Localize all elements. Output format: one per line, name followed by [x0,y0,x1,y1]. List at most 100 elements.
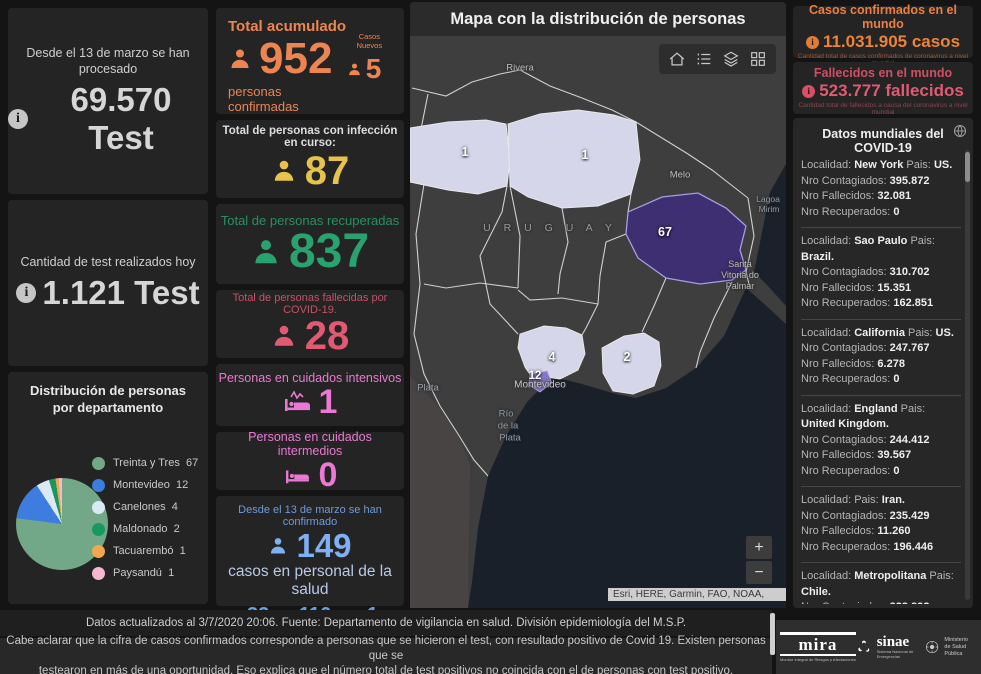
department-distribution-card: Distribución de personas por departament… [8,372,208,604]
accumulated-value: 952 [259,34,333,83]
map-label-plata: Plata [417,382,439,394]
info-icon: i [802,84,816,98]
health-staff-intro: Desde el 13 de marzo se han confirmado [238,504,382,528]
deaths-card: Total de personas fallecidas por COVID-1… [216,290,404,358]
accumulated-card: Total acumulado 952 personas confirmadas… [216,8,404,114]
icu-card: Personas en cuidados intensivos 1 [216,364,404,426]
region-count-canelones: 4 [548,350,556,364]
map-region-canelones[interactable] [517,325,586,386]
person-icon [231,49,249,68]
legend-swatch [92,500,105,514]
legend-item: Paysandú 1 [92,562,198,584]
intermediate-care-card: Personas en cuidados intermedios 0 [216,430,404,492]
map-label-lagoa-mirim: Lagoa [756,194,780,204]
pie-legend: Treinta y Tres 67 Montevideo 12 Canelone… [92,452,198,584]
info-icon: i [8,109,28,129]
map-zoom-controls: + − [746,536,772,584]
map-card: Mapa con la distribución de personas [410,2,786,608]
map-label-santa-vitoria: Palmar [725,281,755,291]
health-staff-card: Desde el 13 de marzo se han confirmado 1… [216,496,404,637]
legend-item: Tacuarembó 1 [92,540,198,562]
intermediate-title: Personas en cuidados intermedios [248,430,372,458]
deaths-title: Total de personas fallecidas por COVID-1… [232,292,388,316]
legend-icon[interactable] [695,50,713,68]
icu-bed-icon [284,390,310,411]
bed-icon [285,470,309,484]
person-icon [255,239,277,263]
world-confirmed-title: Casos confirmados en el mundo [809,3,957,31]
scrollbar-thumb[interactable] [965,152,970,182]
sinae-logo: sinae Sistema Nacional de Emergencias [856,635,925,659]
map-label-melo: Melo [669,169,691,181]
icu-title: Personas en cuidados intensivos [218,371,402,385]
deaths-value: 28 [304,314,350,358]
mira-logo: mira Monitor Integral de Riesgos y Afect… [780,632,856,662]
tests-today-value: 1.121 Test [42,274,200,311]
legend-item: Montevideo 12 [92,474,198,496]
legend-item: Canelones 4 [92,496,198,518]
recovered-card: Total de personas recuperadas 837 [216,204,404,284]
map-attribution: Esri, HERE, Garmin, FAO, NOAA, [608,588,786,601]
layers-icon[interactable] [722,50,740,68]
sinae-icon [858,640,870,652]
footer-logos: mira Monitor Integral de Riesgos y Afect… [776,620,981,674]
map-label-rio-de-la-plata: de la [497,420,519,432]
world-data-entry: Localidad: Sao Paulo Pais: Brazil. Nro C… [801,227,961,319]
tests-today-subtitle: Cantidad de test realizados hoy [20,255,196,269]
icu-value: 1 [318,383,338,421]
map-region-treinta-y-tres[interactable] [625,192,747,285]
world-data-list[interactable]: Localidad: New York Pais: US. Nro Contag… [801,152,961,604]
map-label-rio-de-la-plata: Plata [499,432,521,444]
region-count-tacuarembo: 1 [581,148,589,162]
person-icon [274,160,293,181]
map-region-tacuarembo[interactable] [507,109,641,209]
world-confirmed-card: Casos confirmados en el mundo i 11.031.9… [793,3,973,67]
legend-swatch [92,522,105,536]
recovered-value: 837 [288,224,370,278]
tests-processed-subtitle: Desde el 13 de marzo se han procesado [26,46,190,76]
map-region-maldonado[interactable] [601,332,662,395]
legend-swatch [92,478,105,492]
msp-seal-icon [926,640,939,654]
map-region-paysandu[interactable] [410,119,511,195]
msp-logo: Ministerio de Salud Pública [925,637,977,658]
pie-title: Distribución de personas por departament… [29,383,187,415]
person-icon [274,325,293,346]
legend-item: Maldonado 2 [92,518,198,540]
region-count-montevideo: 12 [528,370,542,382]
map-label-santa-vitoria: Vitoria do [721,270,759,280]
world-data-card: Datos mundiales del COVID-19 Localidad: … [793,118,973,608]
person-icon [348,63,360,75]
map-region-montevideo[interactable] [528,370,553,393]
zoom-out-button[interactable]: − [746,561,772,584]
map-toolbar [659,44,776,74]
legend-swatch [92,456,105,470]
globe-icon[interactable] [953,124,967,138]
map-label-lagoa-mirim: Mirim [758,204,780,214]
map-canvas[interactable]: 1 1 67 4 2 12 Rivera Melo U R U G U A Y … [410,36,786,608]
health-staff-caption: casos en personal de la salud [228,563,392,598]
home-icon[interactable] [668,50,686,68]
recovered-title: Total de personas recuperadas [220,212,400,228]
world-deaths-value: 523.777 fallecidos [819,81,964,100]
zoom-in-button[interactable]: + [746,536,772,559]
basemap-icon[interactable] [749,50,767,68]
map-label-rivera: Rivera [506,62,534,74]
legend-swatch [92,566,105,580]
world-deaths-card: Fallecidos en el mundo i 523.777 falleci… [793,62,973,116]
scrollbar-track[interactable] [965,150,970,600]
world-data-entry: Localidad: Pais: Iran. Nro Contagiados: … [801,486,961,562]
world-data-entry: Localidad: California Pais: US. Nro Cont… [801,318,961,395]
accumulated-title: Total acumulado [228,18,347,35]
world-data-entry: Localidad: England Pais: United Kingdom.… [801,394,961,487]
map-label-santa-vitoria: Santa [728,259,752,269]
scrollbar-thumb[interactable] [770,613,775,655]
map-label-rio-de-la-plata: Río [498,408,514,420]
map-title: Mapa con la distribución de personas [410,2,786,36]
world-deaths-subtitle: Cantidad total de fallecidos a causa del… [798,102,968,116]
active-cases-card: Total de personas con infección en curso… [216,120,404,198]
info-icon: i [805,35,819,49]
region-count-treinta-y-tres: 67 [658,225,672,239]
health-staff-value: 149 [296,527,352,564]
tests-today-value-row: i 1.121 Test [16,274,200,312]
